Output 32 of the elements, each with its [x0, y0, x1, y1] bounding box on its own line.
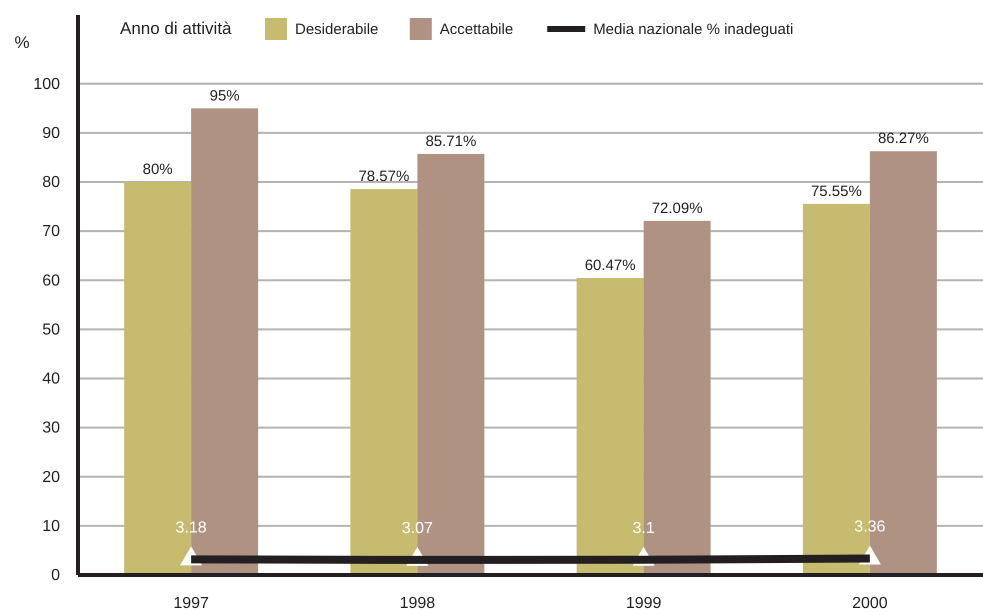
x-tick-label: 1997: [173, 595, 210, 612]
y-tick-label: 30: [42, 420, 60, 437]
data-label: 75.55%: [810, 182, 862, 200]
data-label: 95%: [210, 87, 240, 104]
data-label: 85.71%: [425, 132, 476, 150]
data-label: 86.27%: [878, 130, 929, 148]
y-tick-label: 100: [33, 76, 60, 93]
x-tick-label: 1999: [626, 595, 662, 612]
data-label: 60.47%: [584, 256, 636, 274]
legend-label: Desiderabile: [295, 21, 378, 38]
y-tick-label: 40: [42, 370, 60, 388]
y-tick-label: 10: [42, 518, 60, 535]
legend-label: Media nazionale % inadeguati: [593, 21, 794, 38]
data-label: 3.18: [176, 519, 207, 536]
data-label: 3.07: [402, 520, 434, 537]
y-axis-title: %: [14, 33, 30, 52]
legend-title: Anno di attività: [120, 19, 232, 38]
x-tick-label: 1998: [400, 595, 436, 612]
y-tick-label: 50: [42, 321, 60, 338]
y-tick-label: 80: [42, 174, 60, 192]
y-tick-label: 70: [42, 223, 60, 240]
data-label: 78.57%: [358, 168, 410, 186]
data-label: 80%: [142, 161, 173, 178]
data-label: 72.09%: [652, 200, 703, 217]
y-tick-label: 60: [42, 272, 60, 290]
x-tick-label: 2000: [852, 595, 888, 612]
y-tick-label: 0: [51, 567, 60, 584]
y-tick-label: 90: [42, 124, 60, 142]
y-tick-label: 20: [42, 468, 60, 486]
data-label: 3.36: [854, 518, 886, 536]
data-label: 3.1: [632, 520, 655, 537]
legend-label: Accettabile: [440, 21, 514, 38]
